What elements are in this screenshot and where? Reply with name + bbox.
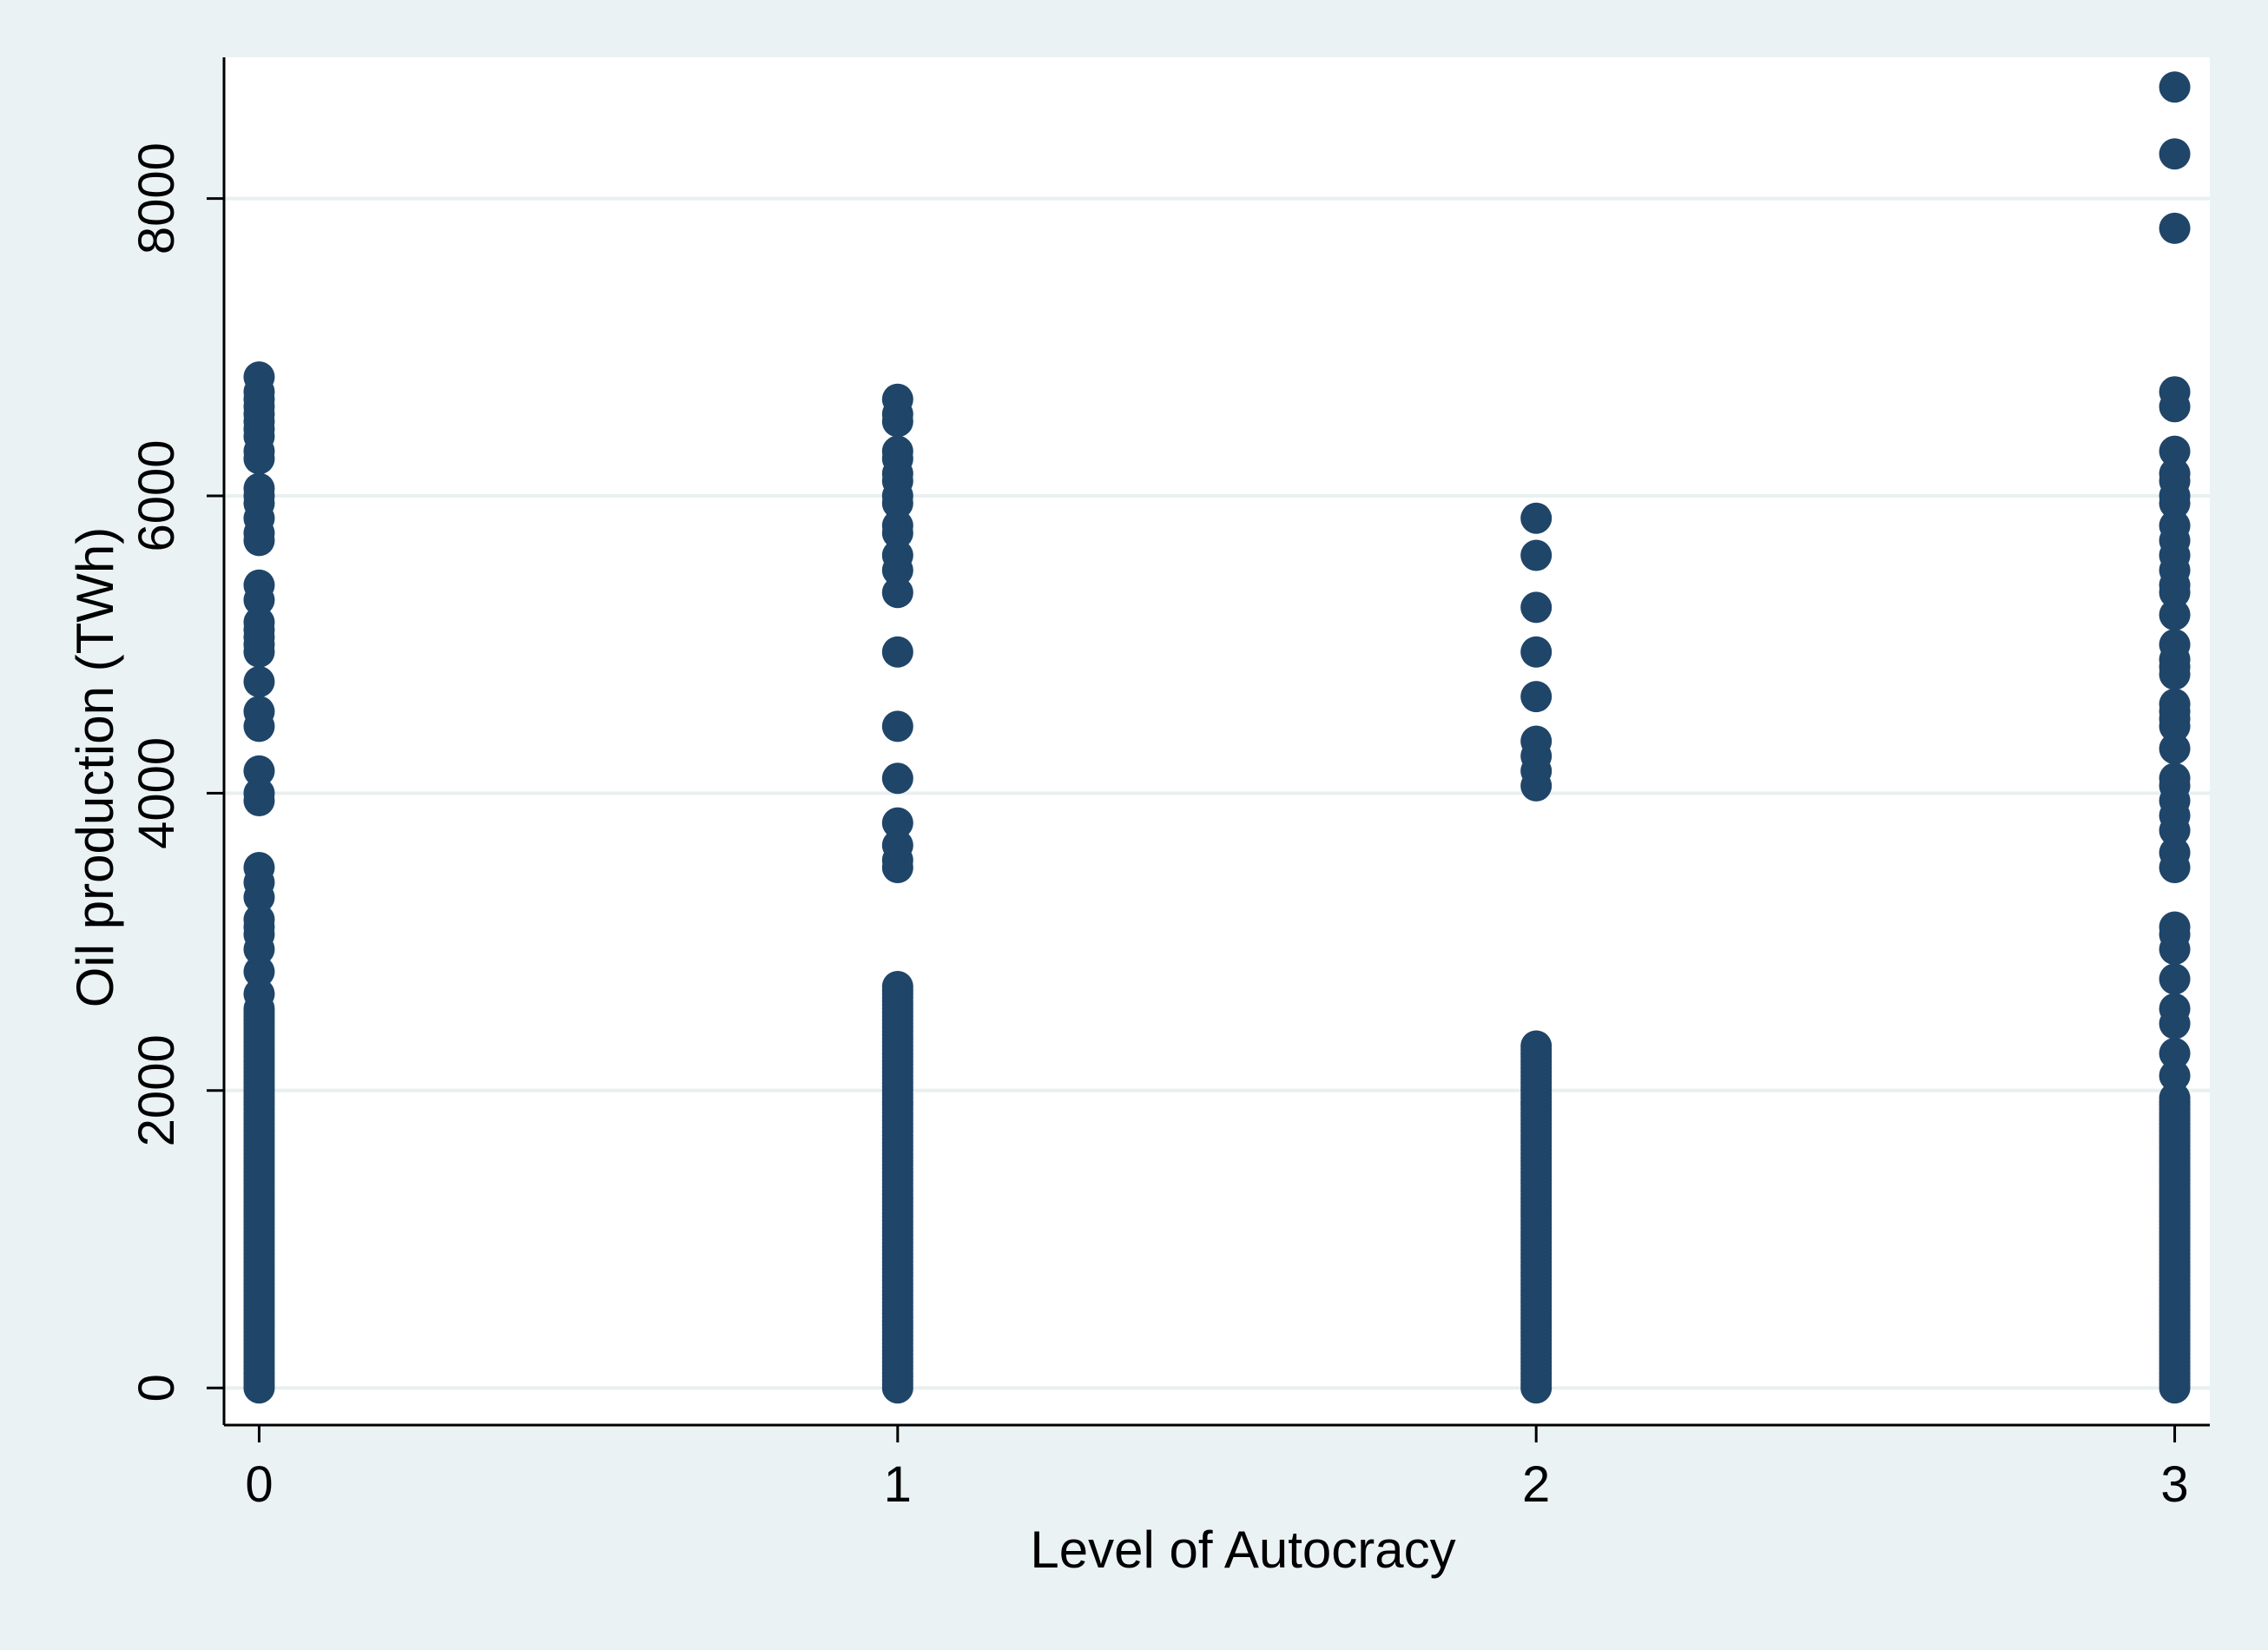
data-point [881,636,913,668]
data-point [243,666,275,698]
y-tick-label: 2000 [129,1034,185,1146]
axes [207,57,2210,1442]
data-point [2159,762,2191,795]
data-point [881,762,913,795]
data-point [2159,963,2191,995]
data-point [2159,911,2191,943]
y-tick-label: 8000 [129,142,185,254]
data-point [1520,681,1553,713]
data-point [243,696,275,728]
plot-area-background [224,57,2210,1425]
data-point [2159,836,2191,868]
data-point [2159,993,2191,1025]
data-point [2159,435,2191,467]
data-point [243,978,275,1010]
y-tick-label: 4000 [129,737,185,849]
data-point [243,903,275,935]
tick-labels: 0 1 2 3 0 2000 4000 6000 8000 [129,142,2189,1513]
data-point [243,755,275,787]
data-point [2159,458,2191,490]
data-point [1520,725,1553,757]
y-tick-label: 6000 [129,440,185,552]
data-point [2159,71,2191,103]
data-point [881,970,913,1002]
data-point [881,435,913,467]
data-point [1520,502,1553,534]
data-point [2159,138,2191,170]
data-point [243,569,275,601]
data-point [1520,539,1553,571]
gridlines [224,196,2210,1390]
data-point [2159,733,2191,765]
data-point [243,472,275,505]
x-tick-label: 1 [884,1456,912,1513]
data-point [243,606,275,638]
data-point [2159,1059,2191,1092]
x-tick-label: 0 [245,1456,273,1513]
data-point [881,829,913,861]
data-point [2159,1082,2191,1114]
data-point [1520,591,1553,624]
data-point [243,361,275,393]
data-point [881,807,913,839]
data-point [2159,212,2191,244]
data-points [243,71,2191,1404]
x-axis-title: Level of Autocracy [1030,1521,1455,1579]
data-point [881,383,913,415]
x-tick-label: 3 [2160,1456,2188,1513]
data-point [243,955,275,987]
data-point [243,852,275,884]
data-point [881,510,913,542]
y-tick-label: 0 [129,1374,185,1402]
data-point [1520,1030,1553,1062]
data-point [2159,376,2191,408]
data-point [243,777,275,809]
x-tick-label: 2 [1522,1456,1550,1513]
data-point [1520,636,1553,668]
data-point [881,577,913,609]
y-axis-title: Oil production (TWh) [66,527,124,1007]
data-point [881,539,913,571]
data-point [2159,510,2191,542]
data-point [2159,598,2191,630]
data-point [881,710,913,742]
data-point [2159,688,2191,720]
data-point [2159,1038,2191,1070]
data-point [2159,629,2191,661]
